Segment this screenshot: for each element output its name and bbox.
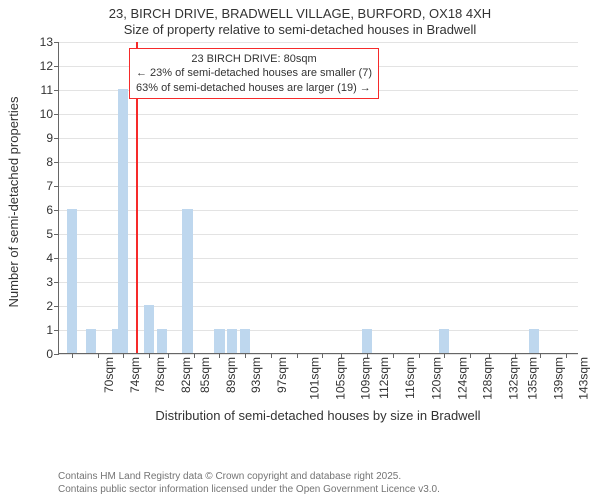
y-tick-mark [54, 330, 59, 331]
x-tick-label: 93sqm [250, 357, 264, 393]
x-tick-label: 101sqm [308, 357, 322, 400]
x-tick-mark [419, 353, 420, 358]
callout-box: 23 BIRCH DRIVE: 80sqm ← 23% of semi-deta… [129, 48, 379, 99]
x-tick-mark [194, 353, 195, 358]
y-tick-mark [54, 114, 59, 115]
x-tick-label: 112sqm [377, 357, 391, 399]
y-tick-label: 7 [46, 179, 53, 193]
x-tick-label: 143sqm [577, 357, 591, 400]
histogram-bar [227, 329, 237, 353]
footer-line-1: Contains HM Land Registry data © Crown c… [58, 471, 440, 484]
x-tick-mark [470, 353, 471, 358]
y-tick-mark [54, 66, 59, 67]
y-tick-mark [54, 90, 59, 91]
y-tick-mark [54, 354, 59, 355]
x-tick-mark [271, 353, 272, 358]
x-tick-label: 124sqm [455, 357, 469, 400]
x-tick-label: 85sqm [198, 357, 212, 393]
x-tick-mark [245, 353, 246, 358]
x-tick-label: 74sqm [128, 357, 142, 393]
plot-region: 012345678910111213 23 BIRCH DRIVE: 80sqm… [58, 42, 578, 354]
callout-line-3: 63% of semi-detached houses are larger (… [136, 81, 372, 95]
x-tick-mark [72, 353, 73, 358]
histogram-bar [144, 305, 154, 353]
x-tick-label: 82sqm [179, 357, 193, 393]
y-tick-label: 13 [40, 35, 53, 49]
histogram-bar [362, 329, 372, 353]
y-tick-label: 10 [40, 107, 53, 121]
y-tick-label: 3 [46, 275, 53, 289]
x-tick-label: 120sqm [430, 357, 444, 400]
y-tick-label: 4 [46, 251, 53, 265]
y-tick-mark [54, 162, 59, 163]
y-tick-mark [54, 282, 59, 283]
y-tick-mark [54, 258, 59, 259]
footer-line-2: Contains public sector information licen… [58, 484, 440, 497]
x-tick-label: 105sqm [333, 357, 347, 400]
gridline [59, 354, 578, 355]
histogram-bar [529, 329, 539, 353]
x-tick-label: 135sqm [526, 357, 540, 400]
chart-area: Number of semi-detached properties 01234… [0, 42, 600, 442]
histogram-bar [214, 329, 224, 353]
y-tick-label: 12 [40, 59, 53, 73]
x-tick-mark [98, 353, 99, 358]
y-tick-mark [54, 186, 59, 187]
y-tick-mark [54, 42, 59, 43]
x-tick-mark [444, 353, 445, 358]
y-tick-label: 11 [41, 83, 53, 97]
histogram-bar [67, 209, 77, 353]
x-tick-label: 70sqm [102, 357, 116, 393]
chart-titles: 23, BIRCH DRIVE, BRADWELL VILLAGE, BURFO… [0, 0, 600, 39]
y-tick-mark [54, 138, 59, 139]
histogram-bar [439, 329, 449, 353]
histogram-bar [182, 209, 192, 353]
x-tick-label: 109sqm [359, 357, 373, 400]
x-tick-label: 132sqm [507, 357, 521, 400]
x-tick-label: 139sqm [552, 357, 566, 400]
x-tick-mark [367, 353, 368, 358]
y-tick-label: 8 [46, 155, 53, 169]
x-tick-mark [322, 353, 323, 358]
x-tick-mark [515, 353, 516, 358]
x-tick-label: 89sqm [224, 357, 238, 393]
x-tick-mark [489, 353, 490, 358]
x-tick-label: 97sqm [275, 357, 289, 393]
callout-line-2: ← 23% of semi-detached houses are smalle… [136, 66, 372, 80]
histogram-bar [86, 329, 96, 353]
x-tick-mark [149, 353, 150, 358]
y-tick-mark [54, 210, 59, 211]
x-tick-mark [168, 353, 169, 358]
x-tick-mark [341, 353, 342, 358]
y-tick-label: 0 [46, 347, 53, 361]
title-line-1: 23, BIRCH DRIVE, BRADWELL VILLAGE, BURFO… [0, 6, 600, 22]
y-tick-label: 2 [46, 299, 53, 313]
x-axis-label: Distribution of semi-detached houses by … [58, 408, 578, 423]
y-tick-label: 6 [46, 203, 53, 217]
histogram-bar [157, 329, 167, 353]
x-tick-mark [123, 353, 124, 358]
x-tick-label: 116sqm [403, 357, 417, 399]
x-tick-mark [219, 353, 220, 358]
x-tick-mark [297, 353, 298, 358]
x-tick-label: 78sqm [153, 357, 167, 393]
y-tick-label: 1 [46, 323, 53, 337]
title-line-2: Size of property relative to semi-detach… [0, 22, 600, 38]
y-tick-label: 9 [46, 131, 53, 145]
x-tick-mark [566, 353, 567, 358]
histogram-bar [118, 89, 128, 353]
y-axis-label: Number of semi-detached properties [6, 2, 21, 402]
x-tick-mark [540, 353, 541, 358]
y-tick-mark [54, 234, 59, 235]
attribution-footer: Contains HM Land Registry data © Crown c… [58, 471, 440, 496]
y-tick-mark [54, 306, 59, 307]
x-tick-mark [393, 353, 394, 358]
histogram-bar [240, 329, 250, 353]
y-tick-label: 5 [46, 227, 53, 241]
x-tick-label: 128sqm [481, 357, 495, 400]
callout-line-1: 23 BIRCH DRIVE: 80sqm [136, 52, 372, 66]
